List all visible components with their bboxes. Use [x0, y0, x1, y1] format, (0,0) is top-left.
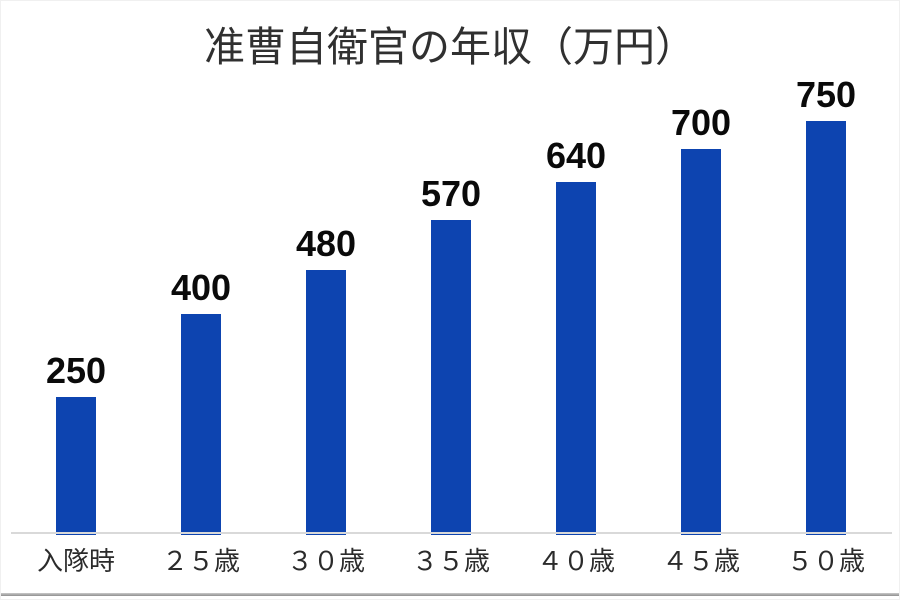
category-label: ５０歳 [786, 546, 865, 576]
x-axis-line [11, 532, 892, 534]
category-axis: 入隊時 ２５歳 ３０歳 ３５歳 ４０歳 ４５歳 ５０歳 [1, 546, 899, 580]
bar-value-label: 700 [670, 102, 732, 143]
category-label: ３５歳 [411, 546, 490, 576]
bar-value-label: 570 [420, 173, 482, 214]
plot-area: 250 400 480 570 640 700 750 [1, 1, 899, 535]
bar-group: 400 [139, 270, 263, 535]
bar-value-label: 400 [170, 267, 232, 308]
category-label: ２５歳 [161, 546, 240, 576]
category-label: ３０歳 [286, 546, 365, 576]
bar-value-label: 250 [45, 350, 107, 391]
category-label: 入隊時 [36, 546, 115, 576]
bar-group: 640 [514, 138, 638, 535]
image-bottom-border [1, 593, 899, 596]
category-label: ４５歳 [661, 546, 740, 576]
category-label: ４０歳 [536, 546, 615, 576]
bar [306, 270, 346, 535]
bar-value-label: 480 [295, 223, 357, 264]
bar [431, 220, 471, 535]
bar [181, 314, 221, 535]
bar-group: 480 [264, 226, 388, 535]
bar [556, 182, 596, 535]
bar-group: 700 [639, 105, 763, 535]
chart-title: 准曹自衛官の年収（万円） [204, 24, 696, 70]
bar-value-label: 750 [795, 74, 857, 115]
bar [681, 149, 721, 535]
bar [56, 397, 96, 535]
bar-group: 570 [389, 176, 513, 535]
bar-group: 250 [14, 353, 138, 535]
bar-value-label: 640 [545, 135, 607, 176]
bar [806, 121, 846, 535]
bar-group: 750 [764, 77, 888, 535]
